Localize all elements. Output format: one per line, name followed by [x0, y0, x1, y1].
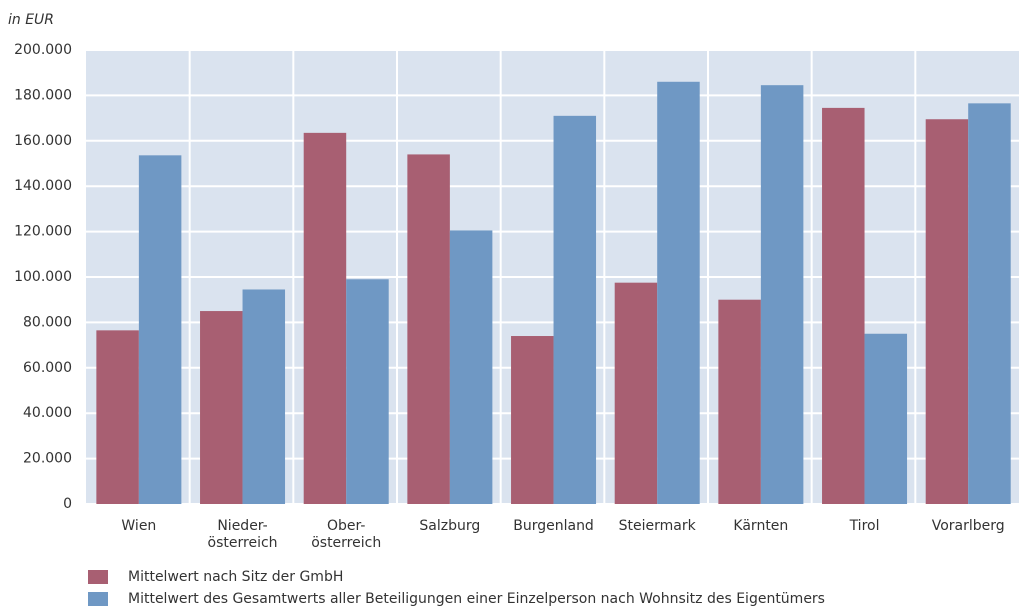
y-tick-label: 120.000	[14, 224, 72, 240]
y-tick-label: 0	[63, 496, 72, 512]
bar	[138, 155, 182, 504]
legend-swatch	[88, 570, 108, 584]
bar	[822, 107, 865, 504]
y-tick-label: 100.000	[14, 269, 72, 285]
x-tick-label: Vorarlberg	[931, 518, 1005, 534]
bar	[864, 333, 908, 504]
y-tick-label: 200.000	[14, 42, 72, 58]
y-tick-label: 160.000	[14, 133, 72, 149]
x-tick-label: Kärnten	[733, 518, 789, 534]
bar	[614, 282, 658, 504]
x-tick-label: Nieder- österreich	[207, 518, 278, 551]
y-axis-label: in EUR	[8, 12, 54, 28]
y-tick-label: 60.000	[23, 360, 72, 376]
bar	[553, 115, 597, 504]
x-tick-label: Salzburg	[419, 518, 481, 534]
y-tick-label: 80.000	[23, 314, 72, 330]
y-tick-label: 40.000	[23, 405, 72, 421]
bar	[242, 289, 286, 504]
legend-label: Mittelwert des Gesamtwerts aller Beteili…	[128, 591, 825, 607]
bar	[96, 330, 139, 504]
x-tick-label: Steiermark	[618, 518, 696, 534]
y-tick-label: 180.000	[14, 87, 72, 103]
y-tick-label: 140.000	[14, 178, 72, 194]
x-tick-label: Wien	[121, 518, 157, 534]
bar	[303, 132, 347, 505]
bar	[925, 119, 969, 505]
x-tick-label: Tirol	[849, 518, 880, 534]
legend-swatch	[88, 592, 108, 606]
bar	[407, 154, 450, 505]
legend-label: Mittelwert nach Sitz der GmbH	[128, 569, 343, 585]
bar	[718, 299, 761, 504]
bar	[657, 81, 700, 504]
bar	[200, 311, 243, 504]
x-tick-label: Ober- österreich	[311, 518, 382, 551]
y-tick-label: 20.000	[23, 451, 72, 467]
x-tick-label: Burgenland	[513, 518, 594, 534]
bar	[760, 85, 804, 504]
bar	[449, 230, 493, 504]
bar	[346, 279, 389, 504]
bar	[511, 336, 554, 504]
bar	[968, 103, 1011, 504]
